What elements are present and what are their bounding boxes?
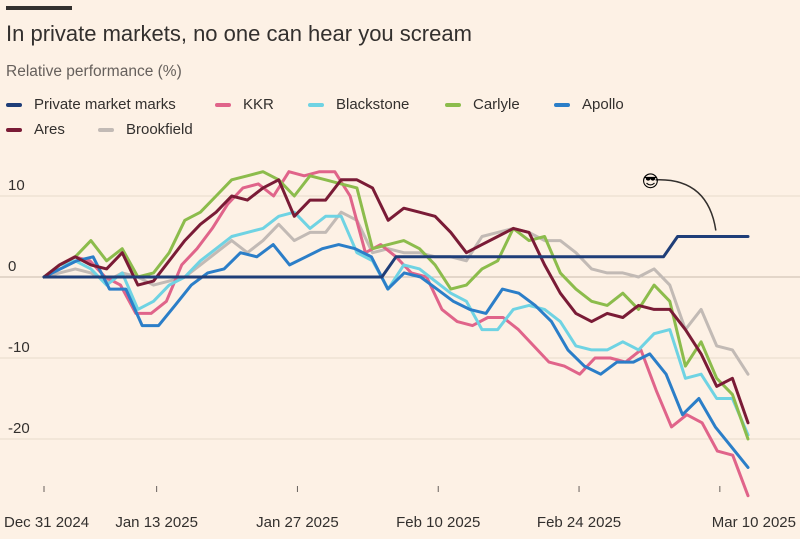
series-line-kkr xyxy=(42,170,750,498)
legend-item-brookfield[interactable]: Brookfield xyxy=(98,121,193,138)
chart-subtitle: Relative performance (%) xyxy=(6,63,182,80)
series-line-private-market-marks xyxy=(42,235,750,279)
legend-label: Blackstone xyxy=(336,96,410,113)
x-tick-label: Dec 31 2024 xyxy=(4,514,89,531)
y-tick-label: -20 xyxy=(8,420,30,437)
x-tick-label: Mar 10 2025 xyxy=(712,514,796,531)
y-tick-label: 10 xyxy=(8,177,25,194)
legend-label: KKR xyxy=(243,96,274,113)
series-line-carlyle xyxy=(42,170,750,441)
legend: Private market marks KKR Blackstone Carl… xyxy=(6,96,796,144)
ft-top-rule xyxy=(6,6,72,10)
series-line-blackstone xyxy=(42,210,750,437)
legend-label: Apollo xyxy=(582,96,624,113)
legend-label: Ares xyxy=(34,121,65,138)
legend-swatch xyxy=(6,127,22,132)
legend-swatch xyxy=(6,102,22,107)
legend-item-kkr[interactable]: KKR xyxy=(215,96,274,113)
legend-label: Brookfield xyxy=(126,121,193,138)
x-tick-label: Jan 13 2025 xyxy=(115,514,198,531)
x-tick-label: Feb 24 2025 xyxy=(537,514,621,531)
y-tick-label: -10 xyxy=(8,339,30,356)
legend-swatch xyxy=(445,102,461,107)
legend-item-private-market-marks[interactable]: Private market marks xyxy=(6,96,176,113)
y-tick-label: 0 xyxy=(8,258,16,275)
annotation-arc xyxy=(655,179,717,231)
legend-item-apollo[interactable]: Apollo xyxy=(554,96,624,113)
x-tick-label: Jan 27 2025 xyxy=(256,514,339,531)
series-line-ares xyxy=(42,178,750,425)
legend-swatch xyxy=(215,102,231,107)
legend-item-blackstone[interactable]: Blackstone xyxy=(308,96,409,113)
legend-label: Private market marks xyxy=(34,96,176,113)
chart-title: In private markets, no one can hear you … xyxy=(6,21,472,46)
legend-swatch xyxy=(98,127,114,132)
x-tick-label: Feb 10 2025 xyxy=(396,514,480,531)
sunglasses-emoji-icon: 😎 xyxy=(642,172,660,191)
legend-label: Carlyle xyxy=(473,96,520,113)
legend-item-carlyle[interactable]: Carlyle xyxy=(445,96,520,113)
legend-swatch xyxy=(554,102,570,107)
legend-swatch xyxy=(308,102,324,107)
series-line-apollo xyxy=(42,243,750,469)
legend-item-ares[interactable]: Ares xyxy=(6,121,65,138)
series-line-brookfield xyxy=(42,210,750,376)
